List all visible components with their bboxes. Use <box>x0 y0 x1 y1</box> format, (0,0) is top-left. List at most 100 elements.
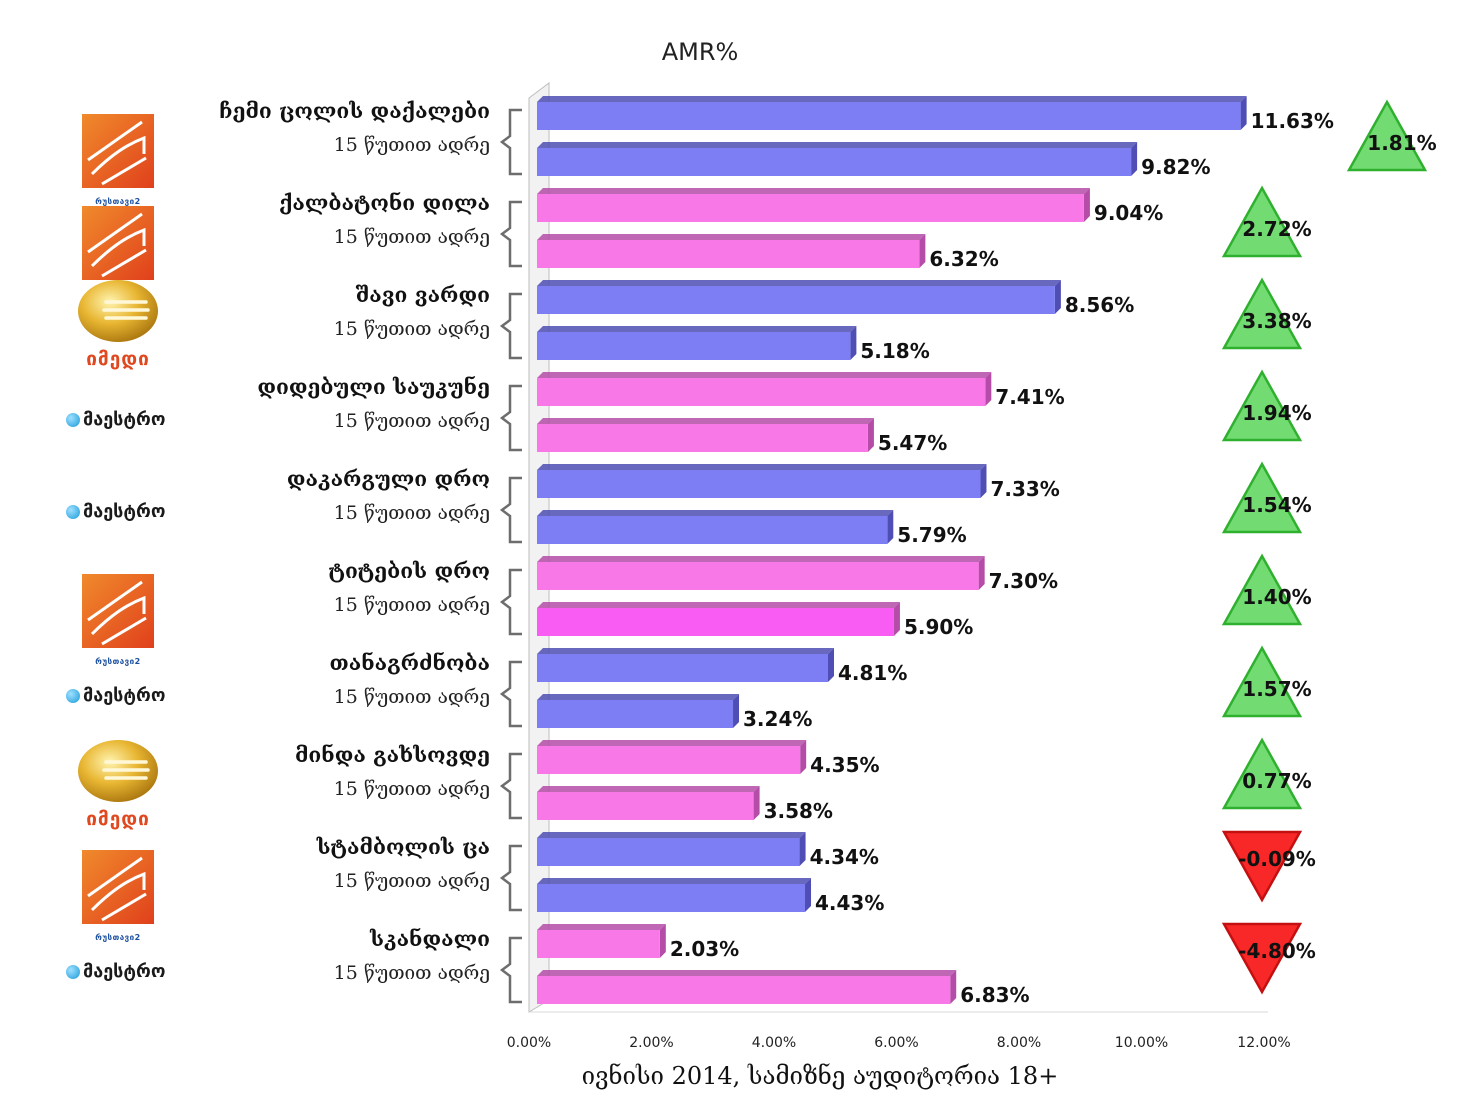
program-subtitle: 15 წუთით ადრე <box>333 870 490 892</box>
bar-1-1 <box>537 240 920 268</box>
bar-5-0 <box>537 562 979 590</box>
bar-4-1-side <box>887 510 894 544</box>
bar-7-0-side <box>800 740 807 774</box>
bar-9-1-top <box>537 970 957 976</box>
rustavi2-emblem <box>82 114 154 188</box>
x-axis-label: ივნისი 2014, სამიზნე აუდიტორია 18+ <box>581 1062 1059 1090</box>
imedi-emblem <box>78 280 158 342</box>
change-value: 1.57% <box>1242 677 1311 701</box>
data-label: 5.18% <box>860 339 929 363</box>
data-label: 9.04% <box>1094 201 1163 225</box>
data-label: 3.24% <box>743 707 812 731</box>
maestro-caption: მაესტრო <box>83 501 166 522</box>
data-label: 4.43% <box>815 891 884 915</box>
change-down-arrow <box>1221 922 1303 995</box>
data-label: 8.56% <box>1065 293 1134 317</box>
group-bracket <box>499 844 522 912</box>
program-title: ჩემი ცოლის დაქალები <box>219 98 490 123</box>
bar-1-1-side <box>919 234 926 268</box>
change-value: -0.09% <box>1238 847 1316 871</box>
group-bracket <box>499 660 522 728</box>
bar-6-0 <box>537 654 829 682</box>
bar-7-0-top <box>537 740 807 746</box>
program-subtitle: 15 წუთით ადრე <box>333 594 490 616</box>
bar-0-0-side <box>1240 96 1247 130</box>
x-tick-label: 0.00% <box>507 1035 551 1051</box>
bar-7-0 <box>537 746 801 774</box>
bar-8-0 <box>537 838 800 866</box>
change-value: 1.94% <box>1242 401 1311 425</box>
rustavi2-logo: რუსთავი2 <box>82 574 154 666</box>
change-value: 1.81% <box>1367 131 1436 155</box>
data-label: 4.81% <box>838 661 907 685</box>
data-label: 3.58% <box>764 799 833 823</box>
bar-9-1-side <box>950 970 957 1004</box>
bar-5-1-top <box>537 602 900 608</box>
bar-9-1 <box>537 976 951 1004</box>
bar-3-0-side <box>985 372 992 406</box>
program-title: შავი ვარდი <box>355 282 490 307</box>
plot-wall <box>528 82 550 1013</box>
program-title: მინდა გახსოვდე <box>294 742 490 767</box>
rustavi2-caption: რუსთავი2 <box>95 197 141 206</box>
x-tick-label: 6.00% <box>874 1035 918 1051</box>
change-value: 2.72% <box>1242 217 1311 241</box>
maestro-caption: მაესტრო <box>83 409 166 430</box>
bar-1-0 <box>537 194 1084 222</box>
bar-7-1 <box>537 792 754 820</box>
group-bracket <box>499 292 522 360</box>
bar-4-0-top <box>537 464 987 470</box>
imedi-logo: იმედი <box>76 738 160 830</box>
x-tick-label: 4.00% <box>752 1035 796 1051</box>
change-value: 1.54% <box>1242 493 1311 517</box>
program-subtitle: 15 წუთით ადრე <box>333 134 490 156</box>
change-up-arrow <box>1221 645 1303 718</box>
rustavi2-emblem <box>82 574 154 648</box>
maestro-logo: მაესტრო <box>66 500 166 524</box>
imedi-caption: იმედი <box>86 808 150 830</box>
bar-2-1 <box>537 332 851 360</box>
program-title: სკანდალი <box>370 926 490 951</box>
bar-0-0 <box>537 102 1241 130</box>
maestro-dot-icon <box>66 413 80 427</box>
group-bracket <box>499 108 522 176</box>
program-title: სტამბოლის ცა <box>316 834 490 859</box>
maestro-dot-icon <box>66 505 80 519</box>
program-subtitle: 15 წუთით ადრე <box>333 962 490 984</box>
bar-8-1-side <box>805 878 812 912</box>
bar-4-0 <box>537 470 981 498</box>
bar-1-1-top <box>537 234 926 240</box>
bar-4-1 <box>537 516 888 544</box>
group-bracket <box>499 200 522 268</box>
bar-8-0-top <box>537 832 806 838</box>
change-up-arrow <box>1221 553 1303 626</box>
program-title: დაკარგული დრო <box>286 466 490 491</box>
program-title: ქალბატონი დილა <box>279 190 490 215</box>
group-bracket <box>499 568 522 636</box>
bar-6-1 <box>537 700 734 728</box>
data-label: 2.03% <box>670 937 739 961</box>
bar-7-1-side <box>753 786 760 820</box>
maestro-caption: მაესტრო <box>83 685 166 706</box>
x-tick-label: 8.00% <box>997 1035 1041 1051</box>
bar-1-0-side <box>1083 188 1090 222</box>
bar-2-1-top <box>537 326 857 332</box>
bar-9-0 <box>537 930 660 958</box>
imedi-emblem <box>78 740 158 802</box>
program-subtitle: 15 წუთით ადრე <box>333 502 490 524</box>
x-tick-label: 10.00% <box>1115 1035 1168 1051</box>
bar-3-0 <box>537 378 986 406</box>
change-value: 1.40% <box>1242 585 1311 609</box>
x-tick-label: 12.00% <box>1237 1035 1290 1051</box>
change-value: 3.38% <box>1242 309 1311 333</box>
imedi-logo: იმედი <box>76 278 160 370</box>
group-bracket <box>499 384 522 452</box>
change-up-arrow <box>1221 277 1303 350</box>
maestro-logo: მაესტრო <box>66 408 166 432</box>
maestro-caption: მაესტრო <box>83 961 166 982</box>
rustavi2-caption: რუსთავი2 <box>95 657 141 666</box>
data-label: 4.34% <box>810 845 879 869</box>
bar-0-1-top <box>537 142 1138 148</box>
rustavi2-logo: რუსთავი2 <box>82 850 154 942</box>
